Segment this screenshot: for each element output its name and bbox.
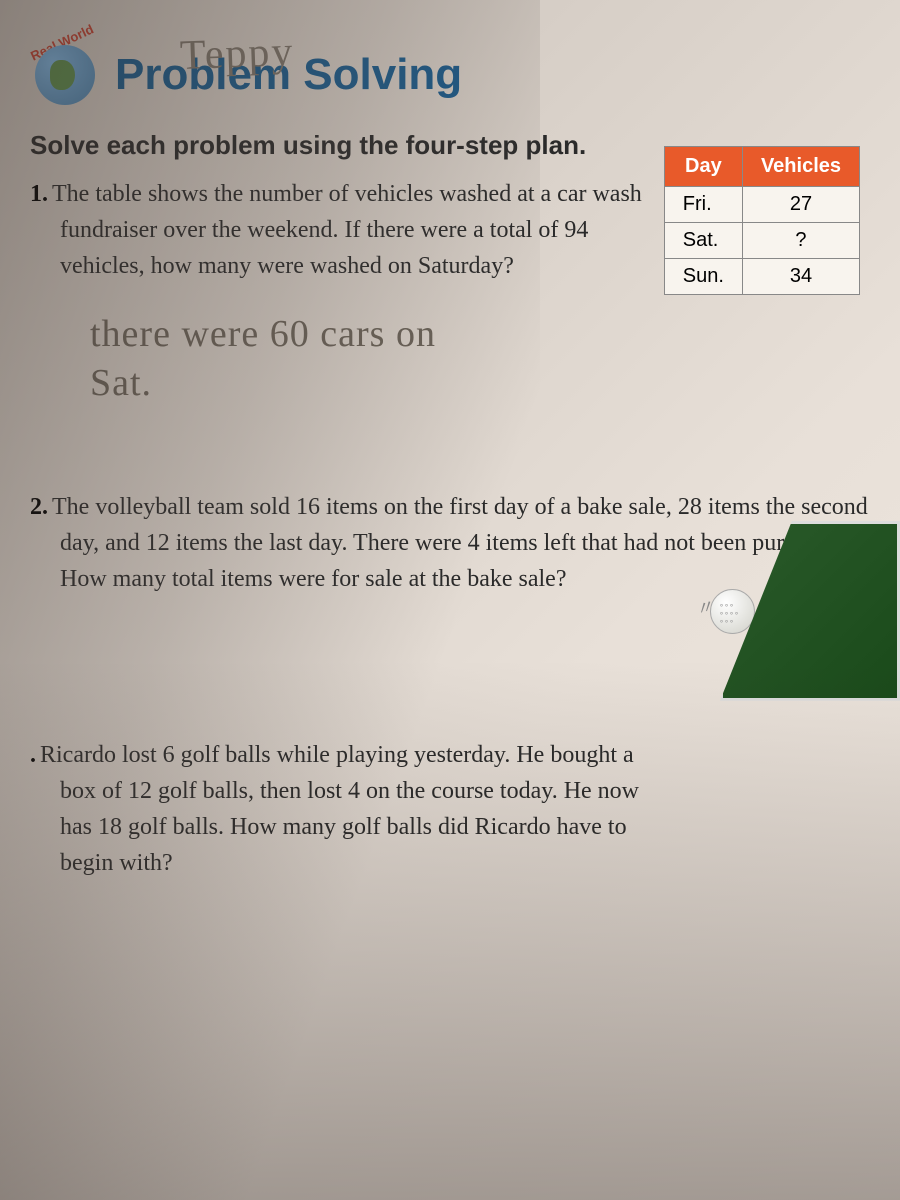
problem-3-number: . xyxy=(30,742,36,768)
worksheet-page: Teppy Real World Problem Solving Solve e… xyxy=(0,0,900,981)
table-header-vehicles: Vehicles xyxy=(742,147,859,187)
globe-land xyxy=(50,60,75,90)
table-cell-day: Sun. xyxy=(664,259,742,295)
problem-1-handwritten-answer: there were 60 cars on Sat. xyxy=(90,310,870,409)
answer-line-1: there were 60 cars on xyxy=(90,310,870,359)
globe-circle xyxy=(35,45,95,105)
problem-3-text: Ricardo lost 6 golf balls while playing … xyxy=(40,742,639,876)
answer-line-2: Sat. xyxy=(90,359,870,408)
table-cell-day: Sat. xyxy=(664,223,742,259)
problem-1-number: 1. xyxy=(30,181,48,207)
table-row: Sat. ? xyxy=(664,223,859,259)
table-row: Fri. 27 xyxy=(664,187,859,223)
table-cell-day: Fri. xyxy=(664,187,742,223)
page-header: Real World Problem Solving xyxy=(30,40,870,110)
real-world-globe-icon: Real World xyxy=(30,40,100,110)
problem-2-text: The volleyball team sold 16 items on the… xyxy=(52,494,868,592)
table-cell-value: 34 xyxy=(742,259,859,295)
problem-1: 1. The table shows the number of vehicle… xyxy=(30,176,870,409)
golf-ball-icon: ∘∘∘∘∘∘∘∘∘∘ xyxy=(710,589,755,634)
table-header-day: Day xyxy=(664,147,742,187)
golf-dimples: ∘∘∘∘∘∘∘∘∘∘ xyxy=(719,602,739,626)
table-cell-value: ? xyxy=(742,223,859,259)
table-row: Sun. 34 xyxy=(664,259,859,295)
problem-3: . Ricardo lost 6 golf balls while playin… xyxy=(30,737,870,881)
problem-1-text: The table shows the number of vehicles w… xyxy=(52,181,642,279)
table-cell-value: 27 xyxy=(742,187,859,223)
vehicles-table: Day Vehicles Fri. 27 Sat. ? Sun. xyxy=(664,146,860,295)
student-name-handwritten: Teppy xyxy=(179,28,295,80)
problem-2: 2. The volleyball team sold 16 items on … xyxy=(30,489,870,597)
problem-2-number: 2. xyxy=(30,494,48,520)
